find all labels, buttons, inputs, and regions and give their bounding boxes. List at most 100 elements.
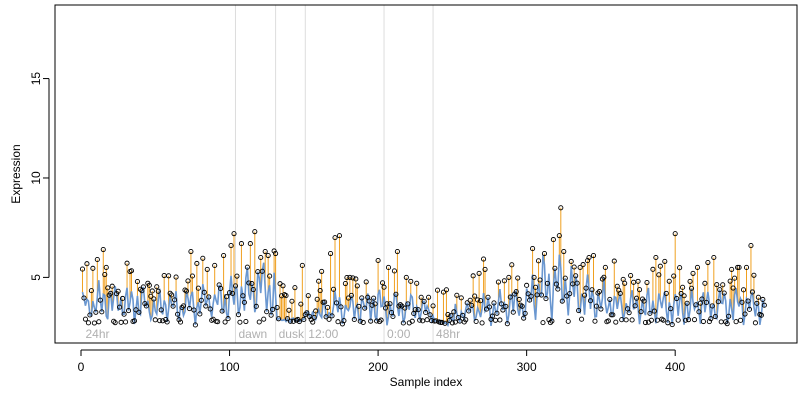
data-point — [336, 233, 343, 239]
data-point — [345, 295, 351, 301]
data-point — [157, 318, 163, 324]
data-point — [501, 278, 507, 284]
data-point — [543, 296, 549, 302]
data-point — [412, 307, 418, 313]
data-point — [405, 301, 411, 307]
data-point — [335, 319, 341, 325]
data-point — [192, 322, 198, 328]
data-point — [124, 260, 130, 266]
data-point — [533, 284, 539, 290]
data-point — [112, 320, 118, 326]
data-point — [253, 303, 259, 309]
data-point — [703, 299, 709, 305]
data-point — [761, 302, 767, 308]
data-point — [442, 320, 448, 326]
data-point — [372, 301, 378, 307]
data-point — [745, 298, 751, 304]
data-point — [596, 288, 602, 295]
data-point — [105, 285, 111, 291]
baseline-series — [81, 254, 766, 328]
data-point — [562, 275, 568, 281]
data-point — [203, 303, 209, 309]
data-point — [88, 288, 94, 294]
data-point — [473, 318, 479, 324]
data-point — [258, 254, 264, 261]
data-point — [629, 317, 635, 323]
data-point — [479, 320, 485, 326]
data-point — [172, 297, 178, 303]
data-point — [396, 303, 402, 309]
data-point — [610, 312, 616, 318]
data-point — [611, 258, 617, 264]
data-point — [587, 298, 594, 304]
data-point — [151, 296, 157, 302]
data-point — [558, 205, 564, 211]
data-point — [674, 296, 680, 302]
data-point — [683, 317, 689, 323]
data-point — [121, 311, 127, 317]
data-point — [409, 318, 415, 324]
data-point — [546, 317, 552, 323]
data-point — [228, 243, 234, 249]
data-point — [140, 284, 146, 290]
data-point — [538, 292, 545, 298]
data-point — [403, 274, 409, 280]
data-point — [559, 298, 565, 304]
data-point — [746, 306, 753, 312]
data-point — [426, 294, 432, 300]
data-point — [481, 256, 487, 262]
section-label: dawn — [238, 327, 267, 341]
data-point — [653, 254, 659, 261]
data-point — [246, 280, 252, 286]
data-point — [325, 304, 331, 310]
section-label: 12:00 — [308, 327, 338, 341]
data-point — [82, 316, 89, 322]
data-point — [760, 296, 766, 303]
data-point — [143, 303, 149, 309]
data-point — [354, 283, 360, 289]
data-point — [489, 313, 496, 319]
data-point — [100, 247, 106, 253]
data-point — [262, 248, 268, 255]
data-point — [238, 241, 244, 247]
data-point — [402, 305, 408, 311]
data-point — [641, 298, 647, 304]
data-point — [469, 302, 475, 308]
data-point — [415, 307, 421, 313]
data-point — [390, 313, 396, 320]
data-point — [363, 279, 369, 285]
data-point — [434, 287, 441, 293]
data-point — [672, 231, 678, 237]
data-point — [305, 293, 311, 299]
data-point — [586, 254, 592, 261]
data-point — [736, 264, 742, 270]
data-point — [754, 300, 760, 306]
data-point — [265, 252, 271, 259]
data-point — [702, 280, 708, 286]
data-point — [207, 306, 213, 312]
data-point — [378, 317, 384, 323]
data-point — [185, 278, 191, 284]
data-point — [326, 316, 332, 322]
data-point — [430, 303, 436, 309]
data-point — [506, 274, 512, 280]
data-point — [149, 288, 155, 294]
data-point — [368, 318, 374, 324]
data-point — [299, 262, 305, 269]
data-point — [148, 293, 154, 299]
data-point — [369, 302, 375, 308]
data-point — [571, 264, 577, 270]
data-point — [515, 275, 521, 281]
x-tick-label: 300 — [517, 360, 537, 374]
data-point — [528, 293, 534, 299]
data-point — [313, 308, 319, 314]
x-tick-label: 100 — [220, 360, 240, 374]
data-point — [671, 273, 677, 279]
axes: 0 100 200 300 400 5 10 15 — [29, 72, 686, 374]
data-point — [244, 264, 250, 270]
data-point — [225, 316, 231, 322]
data-point — [580, 262, 586, 268]
data-point — [720, 282, 726, 288]
data-point — [598, 306, 604, 312]
data-point — [259, 268, 265, 274]
